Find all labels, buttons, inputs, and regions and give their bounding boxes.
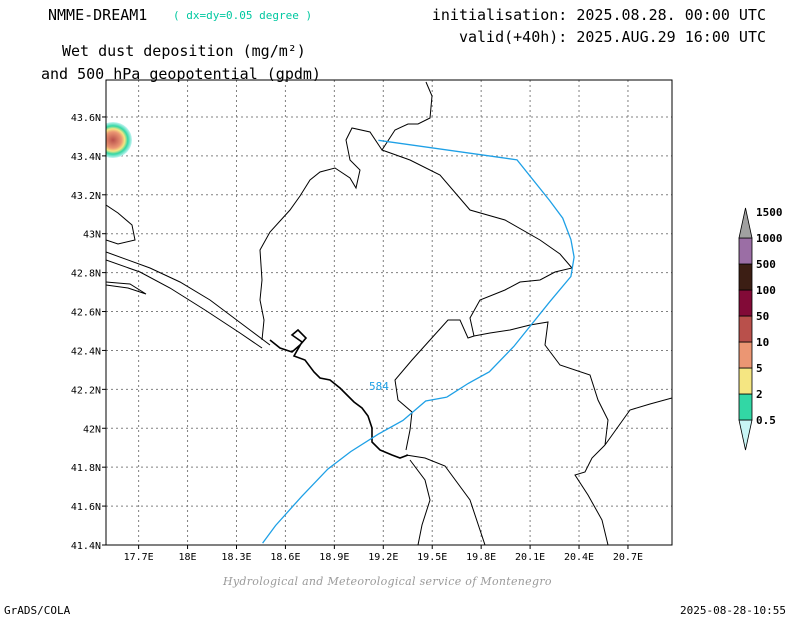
initialisation-time: initialisation: 2025.08.28. 00:00 UTC [431,6,766,24]
lon-tick-label: 18.6E [270,552,300,563]
field-title-line1: Wet dust deposition (mg/m²) [62,42,306,60]
colorbar-label: 100 [756,284,776,297]
model-name: NMME-DREAM1 [48,6,148,24]
field-title-line2: and 500 hPa geopotential (gpdm) [41,65,321,83]
contour-label: 584 [369,380,389,393]
colorbar-swatch [738,237,753,265]
contour-line-584 [262,396,448,544]
colorbar-swatch [738,341,753,369]
dust-deposition-patch [106,122,132,158]
map-frame [105,79,673,546]
lon-tick-label: 19.5E [417,552,447,563]
lat-tick-label: 41.4N [71,541,101,552]
lat-tick-label: 41.6N [71,502,101,513]
render-timestamp: 2025-08-28-10:55 [680,604,786,617]
lat-tick-label: 41.8N [71,463,101,474]
lon-tick-label: 19.2E [368,552,398,563]
lat-tick-label: 42N [83,424,101,435]
colorbar-swatch [738,289,753,317]
colorbar-swatch [738,393,753,421]
valid-time: valid(+40h): 2025.AUG.29 16:00 UTC [458,28,766,46]
colorbar-swatch [738,367,753,395]
lon-tick-label: 20.4E [564,552,594,563]
lat-tick-label: 42.2N [71,385,101,396]
geopotential-contour-584 [262,139,575,544]
colorbar: 0.5 2 5 10 50 100 500 1000 1500 [738,206,783,451]
lon-tick-label: 20.7E [613,552,643,563]
colorbar-label: 10 [756,336,769,349]
colorbar-label: 1000 [756,232,783,245]
lon-tick-label: 19.8E [466,552,496,563]
colorbar-swatch [738,419,753,451]
lat-tick-label: 43.6N [71,113,101,124]
coastline-and-borders [106,81,672,545]
lon-tick-label: 18.3E [221,552,251,563]
lon-tick-label: 18.9E [319,552,349,563]
colorbar-label: 5 [756,362,763,375]
colorbar-swatch [738,263,753,291]
colorbar-label: 0.5 [756,414,776,427]
lat-tick-label: 43.4N [71,152,101,163]
longitude-labels: 17.7E 18E 18.3E 18.6E 18.9E 19.2E 19.5E 19.8E 20… [124,552,643,563]
colorbar-label: 1500 [756,206,783,219]
colorbar-label: 50 [756,310,769,323]
colorbar-swatch [738,207,753,239]
colorbar-label: 500 [756,258,776,271]
lat-tick-label: 42.8N [71,269,101,280]
graticule [102,80,672,549]
contour-line-584 [378,139,575,398]
latitude-labels: 41.4N 41.6N 41.8N 42N 42.2N 42.4N 42.6N 42.8N 43… [71,113,101,552]
colorbar-swatch [738,315,753,343]
lat-tick-label: 43N [83,230,101,241]
credit-line: Hydrological and Meteorological service … [223,575,552,588]
lon-tick-label: 17.7E [124,552,154,563]
colorbar-label: 2 [756,388,763,401]
lat-tick-label: 43.2N [71,191,101,202]
lat-tick-label: 42.4N [71,346,101,357]
lon-tick-label: 20.1E [515,552,545,563]
resolution-note: ( dx=dy=0.05 degree ) [173,9,313,22]
coastline-detail [269,328,409,459]
lon-tick-label: 18E [179,552,197,563]
lat-tick-label: 42.6N [71,308,101,319]
grads-tag: GrADS/COLA [4,604,71,617]
